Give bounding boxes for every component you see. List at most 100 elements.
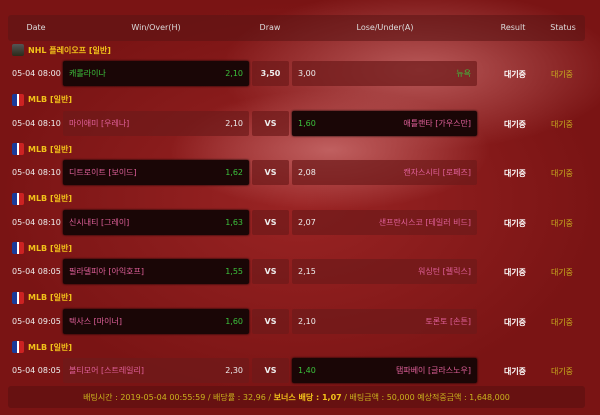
mlb-icon [12, 291, 24, 304]
status: 대기중 [550, 218, 574, 228]
mlb-icon [12, 143, 24, 155]
league-name: MLB [일반] [28, 194, 72, 203]
status: 대기중 [550, 317, 574, 327]
result: 대기중 [503, 169, 527, 178]
win-option[interactable]: 디트로이트 [보이드] 1,62 [63, 160, 249, 185]
nhl-icon [12, 44, 24, 56]
win-option[interactable]: 신시내티 [그레이] 1,63 [63, 209, 249, 235]
lose-option[interactable]: 1,40 탬파베이 [글라스노우] [292, 358, 477, 383]
league-name: MLB [일반] [28, 144, 72, 154]
col-win: Win/Over(H) [131, 23, 181, 32]
away-team: 캔자스시티 [로페즈] [403, 168, 471, 177]
home-odds: 2,30 [225, 366, 243, 375]
draw-option[interactable]: VS [252, 209, 289, 235]
match-date: 05-04 09:05 [12, 316, 61, 326]
match-row: 05-04 08:10 마이애미 [우레나] 2,10 VS 1,60 애틀랜타… [0, 110, 600, 136]
league-header: NHL 플레이오프 [일반] [12, 43, 111, 57]
win-option[interactable]: 텍사스 [마이너] 1,60 [63, 308, 249, 334]
away-team: 샌프란시스코 [테일러 비드] [378, 217, 471, 227]
result: 대기중 [503, 218, 527, 228]
away-odds: 2,07 [298, 217, 316, 227]
draw-option[interactable]: VS [252, 308, 289, 334]
match-row: 05-04 08:10 디트로이트 [보이드] 1,62 VS 2,08 캔자스… [0, 160, 600, 185]
home-team: 캐롤라이나 [69, 69, 106, 78]
home-odds: 2,10 [225, 118, 243, 128]
match-date: 05-04 08:10 [12, 217, 61, 227]
home-odds: 1,63 [225, 217, 243, 227]
status: 대기중 [550, 70, 574, 79]
draw-odds: VS [264, 168, 277, 177]
away-team: 뉴욕 [456, 69, 471, 78]
away-odds: 2,08 [298, 168, 316, 177]
match-date: 05-04 08:10 [12, 118, 61, 128]
bet-info: 배팅시간 : 2019-05-04 00:55:59 / 배당률 : 32,96… [83, 393, 274, 402]
league-header: MLB [일반] [12, 93, 72, 107]
draw-odds: VS [264, 118, 277, 128]
home-team: 텍사스 [마이너] [69, 316, 122, 326]
league-header: MLB [일반] [12, 241, 72, 255]
draw-option[interactable]: 3,50 [252, 61, 289, 86]
home-team: 필라델피아 [아익호프] [69, 267, 145, 276]
league-header: MLB [일반] [12, 340, 72, 354]
league-header: MLB [일반] [12, 142, 72, 156]
home-odds: 2,10 [225, 69, 243, 78]
home-team: 볼티모어 [스트레일리] [69, 366, 145, 375]
draw-option[interactable]: VS [252, 110, 289, 136]
status: 대기중 [550, 169, 574, 178]
lose-option[interactable]: 2,08 캔자스시티 [로페즈] [292, 160, 477, 185]
bet-amount: / 배팅금액 : 50,000 예상적중금액 : 1,648,000 [341, 393, 510, 402]
mlb-icon [12, 93, 24, 106]
win-option[interactable]: 캐롤라이나 2,10 [63, 61, 249, 86]
col-result: Result [500, 23, 526, 32]
draw-option[interactable]: VS [252, 358, 289, 383]
match-date: 05-04 08:05 [12, 267, 61, 276]
status: 대기중 [550, 119, 574, 129]
draw-odds: VS [264, 267, 277, 276]
lose-option[interactable]: 3,00 뉴욕 [292, 61, 477, 86]
match-date: 05-04 08:00 [12, 69, 61, 78]
win-option[interactable]: 볼티모어 [스트레일리] 2,30 [63, 358, 249, 383]
status: 대기중 [550, 268, 574, 277]
col-status: Status [550, 23, 576, 32]
league-name: NHL 플레이오프 [일반] [28, 45, 111, 55]
result: 대기중 [503, 268, 527, 277]
result: 대기중 [503, 367, 527, 376]
draw-odds: VS [264, 366, 277, 375]
match-row: 05-04 08:00 캐롤라이나 2,10 3,50 3,00 뉴욕 대기중 … [0, 61, 600, 86]
league-name: MLB [일반] [28, 293, 72, 302]
away-odds: 3,00 [298, 69, 316, 78]
win-option[interactable]: 마이애미 [우레나] 2,10 [63, 110, 249, 136]
away-odds: 1,60 [298, 118, 316, 128]
mlb-icon [12, 341, 24, 353]
home-team: 디트로이트 [보이드] [69, 168, 137, 177]
match-row: 05-04 08:05 필라델피아 [아익호프] 1,55 VS 2,15 워싱… [0, 259, 600, 284]
table-header: Date Win/Over(H) Draw Lose/Under(A) Resu… [8, 15, 585, 41]
draw-odds: VS [264, 316, 277, 326]
lose-option[interactable]: 2,15 워싱턴 [렐릭스] [292, 259, 477, 284]
col-draw: Draw [259, 23, 281, 32]
match-row: 05-04 09:05 텍사스 [마이너] 1,60 VS 2,10 토론토 [… [0, 308, 600, 334]
lose-option[interactable]: 2,10 토론토 [손튼] [292, 308, 477, 334]
mlb-icon [12, 192, 24, 205]
match-date: 05-04 08:05 [12, 366, 61, 375]
league-header: MLB [일반] [12, 192, 72, 206]
bonus-odds: 보너스 배당 : 1,07 [273, 393, 342, 402]
bet-summary: 배팅시간 : 2019-05-04 00:55:59 / 배당률 : 32,96… [8, 386, 585, 408]
home-odds: 1,55 [225, 267, 243, 276]
result: 대기중 [503, 317, 527, 327]
home-odds: 1,60 [225, 316, 243, 326]
league-name: MLB [일반] [28, 95, 72, 104]
away-odds: 1,40 [298, 366, 316, 375]
draw-option[interactable]: VS [252, 160, 289, 185]
draw-option[interactable]: VS [252, 259, 289, 284]
away-team: 워싱턴 [렐릭스] [418, 267, 471, 276]
away-odds: 2,15 [298, 267, 316, 276]
win-option[interactable]: 필라델피아 [아익호프] 1,55 [63, 259, 249, 284]
league-name: MLB [일반] [28, 342, 72, 352]
lose-option[interactable]: 1,60 애틀랜타 [가우스만] [292, 110, 477, 136]
lose-option[interactable]: 2,07 샌프란시스코 [테일러 비드] [292, 209, 477, 235]
away-team: 토론토 [손튼] [425, 316, 471, 326]
league-name: MLB [일반] [28, 243, 72, 253]
league-header: MLB [일반] [12, 291, 72, 305]
col-lose: Lose/Under(A) [356, 23, 414, 32]
